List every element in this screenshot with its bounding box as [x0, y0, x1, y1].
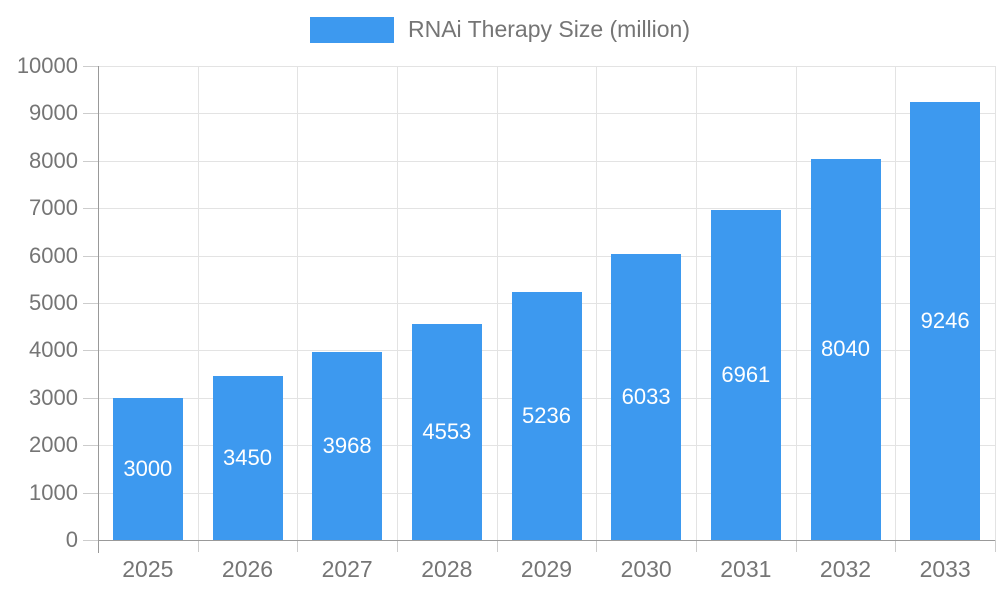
bar-value-label: 9246	[920, 307, 970, 333]
bar-value-label: 8040	[821, 336, 870, 362]
bar-2032[interactable]: 8040	[810, 158, 881, 540]
x-axis-label: 2032	[819, 556, 872, 582]
y-axis-label: 8000	[29, 147, 78, 173]
x-axis-label: 2031	[720, 556, 772, 582]
bar-2025[interactable]: 3000	[112, 397, 183, 540]
gridline-horizontal	[98, 160, 995, 162]
x-axis-tick	[795, 540, 797, 552]
x-axis-label: 2029	[520, 556, 573, 582]
bar-2028[interactable]: 4553	[411, 324, 482, 540]
y-axis-tick	[83, 445, 98, 447]
x-axis-tick	[696, 540, 697, 552]
y-axis-tick	[83, 492, 98, 494]
bar-value-label: 6961	[721, 362, 771, 388]
y-axis-label: 2000	[29, 432, 78, 458]
gridline-horizontal	[98, 208, 995, 210]
x-axis-tick	[895, 540, 897, 552]
x-axis-tick	[995, 540, 996, 552]
y-axis-label: 10000	[16, 53, 78, 78]
y-axis-label: 1000	[29, 479, 78, 505]
bar-value-label: 3968	[322, 432, 372, 458]
gridline-horizontal	[98, 66, 995, 67]
x-axis-tick	[197, 540, 199, 552]
gridline-vertical	[297, 66, 299, 540]
bar-2031[interactable]: 6961	[710, 210, 781, 540]
y-axis-label: 6000	[29, 242, 78, 268]
y-axis-label: 0	[65, 527, 78, 552]
gridline-vertical	[397, 66, 398, 540]
y-axis-label: 9000	[29, 100, 78, 126]
x-axis-tick	[297, 540, 299, 552]
bar-2026[interactable]: 3450	[212, 376, 283, 540]
bar-value-label: 3000	[123, 455, 173, 481]
y-axis-tick	[83, 208, 98, 210]
x-axis-tick	[397, 540, 398, 552]
y-axis-tick	[83, 350, 98, 352]
bar-2029[interactable]: 5236	[511, 291, 582, 540]
y-axis-label: 3000	[29, 384, 78, 410]
y-axis-tick	[83, 397, 98, 399]
x-axis-label: 2033	[919, 556, 971, 582]
legend-swatch	[309, 16, 394, 43]
x-axis-label: 2025	[122, 556, 174, 582]
x-axis-label: 2026	[221, 556, 274, 582]
gridline-vertical	[197, 66, 199, 540]
x-axis-label: 2028	[421, 556, 473, 582]
x-axis-tick	[496, 540, 498, 552]
y-axis-label: 7000	[29, 195, 78, 221]
chart-legend[interactable]: RNAi Therapy Size (million)	[0, 16, 1000, 43]
y-axis-tick	[83, 540, 98, 541]
bar-2033[interactable]: 9246	[910, 101, 981, 540]
bar-2027[interactable]: 3968	[312, 351, 383, 540]
y-axis-label: 4000	[29, 337, 78, 363]
x-axis-label: 2027	[321, 556, 373, 582]
y-axis-tick	[83, 303, 98, 304]
gridline-vertical	[995, 66, 996, 540]
gridline-vertical	[496, 66, 498, 540]
x-axis-tick	[596, 540, 598, 552]
gridline-vertical	[696, 66, 697, 540]
gridline-horizontal	[98, 255, 995, 257]
bar-2030[interactable]: 6033	[611, 254, 682, 540]
y-axis-tick	[83, 160, 98, 162]
bar-value-label: 6033	[621, 384, 671, 409]
bar-value-label: 4553	[422, 419, 472, 445]
gridline-vertical	[596, 66, 598, 540]
y-axis-line	[98, 66, 99, 553]
gridline-vertical	[895, 66, 897, 540]
y-axis-tick	[83, 255, 98, 257]
bar-value-label: 3450	[223, 445, 272, 471]
gridline-horizontal	[98, 113, 995, 115]
y-axis-tick	[83, 113, 98, 115]
legend-label: RNAi Therapy Size (million)	[407, 16, 691, 42]
bar-value-label: 5236	[522, 402, 571, 428]
x-axis-line	[98, 540, 995, 541]
x-axis-label: 2030	[620, 556, 672, 582]
y-axis-tick	[83, 66, 98, 67]
gridline-vertical	[795, 66, 797, 540]
y-axis-label: 5000	[29, 290, 78, 315]
